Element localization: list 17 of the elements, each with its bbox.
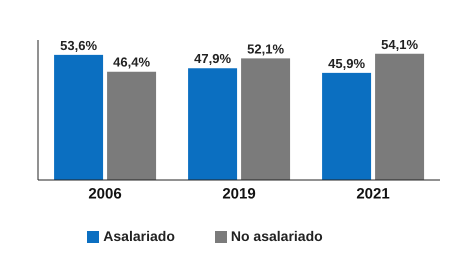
x-tick-label: 2019 <box>222 186 256 203</box>
x-tick-label: 2006 <box>88 186 122 203</box>
data-label: 45,9% <box>328 56 366 71</box>
bar <box>107 72 156 180</box>
data-label: 52,1% <box>247 41 284 56</box>
data-label: 46,4% <box>113 54 150 70</box>
data-label: 53,6% <box>60 38 98 53</box>
bar <box>54 54 104 180</box>
bar <box>375 54 424 180</box>
data-label: 47,9% <box>194 51 232 66</box>
bar <box>322 72 372 180</box>
legend-label: No asalariado <box>230 228 323 244</box>
bar <box>188 68 238 180</box>
bar <box>241 58 290 180</box>
data-label: 54,1% <box>381 36 418 52</box>
x-tick-label: 2021 <box>356 186 390 203</box>
legend-label: Asalariado <box>103 228 175 244</box>
